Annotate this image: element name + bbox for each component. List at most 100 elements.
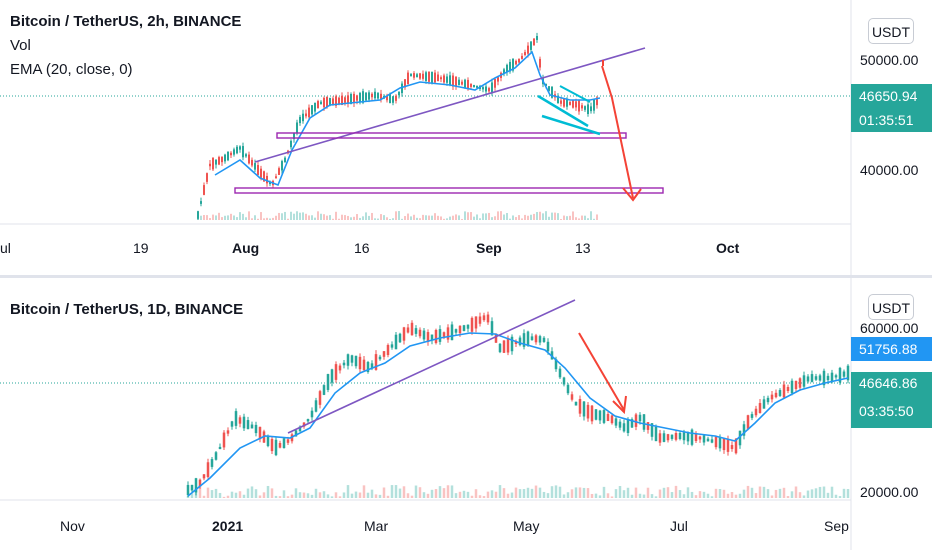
candle-1d-volume-bar	[846, 489, 850, 498]
x-tick-16: 16	[354, 240, 370, 256]
candle-1d-volume-bar	[454, 493, 458, 498]
candle-2h-volume-bar	[272, 217, 274, 220]
candle-1d-volume-bar	[690, 491, 694, 498]
candle-1d-volume-bar	[534, 485, 538, 498]
candle-2h-candle	[515, 60, 517, 65]
candle-2h-volume-bar	[257, 218, 259, 220]
y-tick-60000: 60000.00	[860, 320, 919, 336]
pane-divider[interactable]	[0, 275, 932, 278]
candle-1d-candle	[774, 392, 778, 398]
candle-2h-candle	[260, 168, 262, 178]
candle-1d-candle	[822, 370, 826, 386]
candle-2h-candle	[560, 100, 562, 104]
chart-canvas-2h[interactable]	[0, 0, 932, 275]
candle-2h-candle	[296, 122, 298, 134]
candle-1d-volume-bar	[622, 490, 626, 498]
candle-1d-volume-bar	[374, 494, 378, 498]
candle-1d-candle	[510, 336, 514, 352]
chart-canvas-1d[interactable]	[0, 278, 932, 550]
candle-2h-volume-bar	[236, 217, 238, 220]
candle-1d-volume-bar	[250, 486, 254, 498]
vol-indicator-label: Vol	[10, 37, 31, 54]
candle-2h-candle	[332, 98, 334, 105]
candle-1d-candle	[638, 414, 642, 422]
candle-1d-candle	[750, 414, 754, 418]
candle-1d-candle	[794, 380, 798, 390]
candle-1d-volume-bar	[558, 486, 562, 498]
x-tick-jul: ul	[0, 240, 11, 256]
candle-1d-volume-bar	[766, 489, 770, 498]
candle-1d-volume-bar	[670, 492, 674, 498]
candle-2h-candle	[410, 74, 412, 77]
candle-2h-volume-bar	[209, 218, 211, 220]
candle-1d-volume-bar	[338, 496, 342, 498]
candle-2h-candle	[503, 69, 505, 74]
candle-2h-candle	[380, 93, 382, 100]
candle-2h-candle	[584, 106, 586, 110]
candle-2h-volume-bar	[353, 216, 355, 220]
candle-2h-volume-bar	[407, 213, 409, 220]
candle-1d-candle	[538, 336, 542, 343]
x-tick-19: 19	[133, 240, 149, 256]
candle-2h-candle	[338, 97, 340, 104]
candle-1d-volume-bar	[602, 486, 606, 498]
candle-1d-volume-bar	[570, 489, 574, 498]
candle-2h-candle	[488, 88, 490, 92]
candle-1d-candle	[602, 410, 606, 423]
support-zone-upper	[276, 132, 627, 139]
candle-2h-volume-bar	[593, 218, 595, 220]
candle-1d-candle	[686, 432, 690, 442]
candle-1d-volume-bar	[782, 487, 786, 498]
candle-2h-candle	[248, 154, 250, 164]
support-zone-lower	[234, 187, 664, 194]
candle-1d-volume-bar	[286, 496, 290, 498]
candle-1d-candle	[382, 351, 386, 357]
candle-1d-candle	[238, 417, 242, 424]
candle-2h-volume-bar	[239, 212, 241, 220]
candle-2h-candle	[395, 95, 397, 101]
candle-2h-candle	[362, 91, 364, 103]
candle-1d-candle	[306, 419, 310, 422]
candle-2h-volume-bar	[500, 211, 502, 220]
candle-1d-volume-bar	[614, 489, 618, 498]
candle-2h-volume-bar	[491, 217, 493, 220]
currency-button-1d[interactable]: USDT	[868, 294, 914, 320]
candle-2h-candle	[512, 58, 514, 71]
candle-1d-volume-bar	[290, 494, 294, 498]
candle-1d-candle	[810, 374, 814, 382]
candle-2h-volume-bar	[413, 214, 415, 220]
candle-1d-candle	[278, 443, 282, 448]
candle-1d-candle	[610, 415, 614, 424]
bar-countdown-2h: 01:35:51	[851, 108, 932, 132]
candle-2h-candle	[359, 92, 361, 103]
candle-1d-candle	[718, 437, 722, 449]
candle-2h-volume-bar	[455, 214, 457, 220]
candle-1d-volume-bar	[706, 493, 710, 498]
candle-1d-candle	[670, 434, 674, 439]
chart-pane-1d[interactable]: Bitcoin / TetherUS, 1D, BINANCE USDT 600…	[0, 278, 932, 550]
candle-1d-volume-bar	[450, 485, 454, 498]
candle-2h-volume-bar	[374, 218, 376, 220]
currency-button-2h[interactable]: USDT	[868, 18, 914, 44]
candle-1d-volume-bar	[550, 486, 554, 498]
candle-2h-candle	[458, 79, 460, 86]
candle-1d-candle	[506, 338, 510, 353]
chart-pane-2h[interactable]: Bitcoin / TetherUS, 2h, BINANCE Vol EMA …	[0, 0, 932, 275]
candle-1d-candle	[358, 356, 362, 370]
candle-1d-volume-bar	[446, 485, 450, 498]
candle-1d-candle	[490, 321, 494, 336]
candle-1d-volume-bar	[586, 488, 590, 498]
candle-1d-volume-bar	[654, 496, 658, 498]
candle-2h-candle	[356, 95, 358, 101]
candle-2h-candle	[494, 78, 496, 88]
candle-2h-volume-bar	[224, 215, 226, 220]
candle-2h-volume-bar	[227, 215, 229, 220]
candle-1d-volume-bar	[330, 496, 334, 498]
candle-1d-candle	[518, 337, 522, 346]
candle-1d-volume-bar	[222, 496, 226, 498]
candle-2h-volume-bar	[200, 215, 202, 220]
candle-2h-volume-bar	[392, 218, 394, 220]
candle-2h-volume-bar	[329, 215, 331, 220]
candle-1d-candle	[350, 355, 354, 363]
candle-1d-volume-bar	[242, 494, 246, 498]
